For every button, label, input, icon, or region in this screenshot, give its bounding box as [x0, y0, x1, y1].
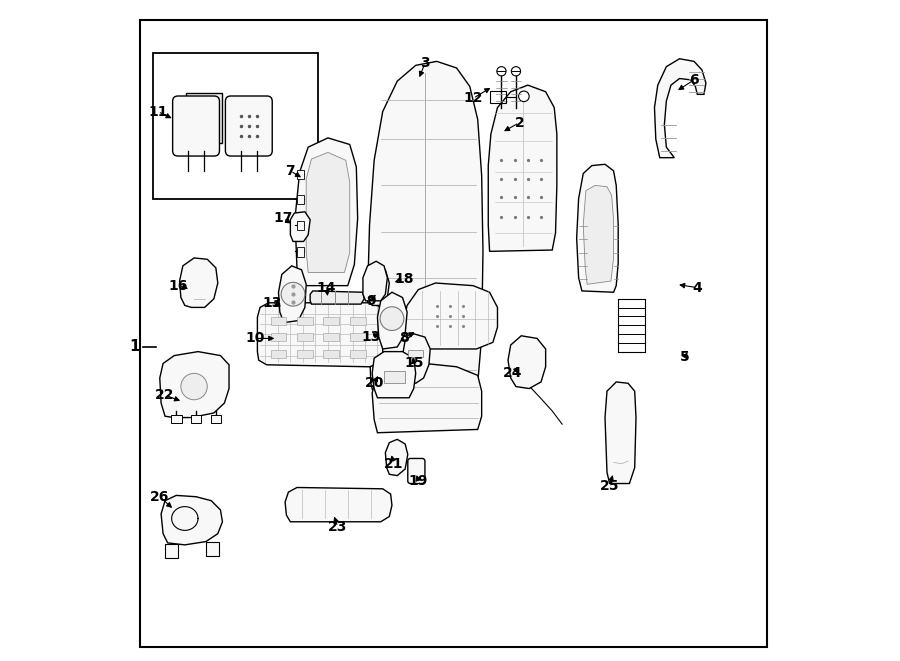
Polygon shape	[373, 364, 482, 433]
Polygon shape	[508, 336, 545, 389]
Bar	[350, 317, 365, 325]
Polygon shape	[377, 292, 407, 349]
Circle shape	[511, 67, 520, 76]
Polygon shape	[367, 61, 483, 405]
Text: 16: 16	[168, 279, 188, 293]
Polygon shape	[185, 93, 222, 143]
Circle shape	[181, 373, 207, 400]
Text: 1: 1	[130, 340, 140, 354]
Bar	[165, 543, 178, 558]
Polygon shape	[180, 258, 218, 307]
Polygon shape	[278, 266, 306, 323]
Bar	[211, 415, 221, 423]
Circle shape	[380, 307, 404, 330]
Text: 4: 4	[692, 281, 702, 295]
Polygon shape	[385, 440, 408, 476]
Bar	[350, 350, 365, 358]
Bar	[171, 415, 182, 423]
Polygon shape	[489, 85, 557, 251]
Polygon shape	[306, 153, 350, 272]
Bar	[323, 317, 339, 325]
Text: 24: 24	[503, 366, 522, 380]
Polygon shape	[373, 352, 416, 398]
Text: 10: 10	[246, 331, 266, 346]
Bar	[618, 299, 644, 352]
Polygon shape	[402, 334, 430, 383]
Polygon shape	[605, 382, 636, 484]
Text: 12: 12	[464, 91, 482, 105]
Text: 6: 6	[689, 73, 699, 87]
Bar	[323, 333, 339, 341]
Bar	[297, 350, 313, 358]
Bar	[271, 350, 286, 358]
Bar	[271, 333, 286, 341]
Text: 26: 26	[150, 490, 169, 504]
Polygon shape	[161, 495, 222, 545]
Polygon shape	[365, 266, 390, 305]
Bar	[297, 333, 313, 341]
Bar	[297, 317, 313, 325]
Polygon shape	[363, 261, 387, 301]
Bar	[297, 194, 303, 204]
Text: 25: 25	[600, 479, 619, 492]
Circle shape	[281, 282, 305, 306]
Polygon shape	[577, 165, 618, 292]
Text: 20: 20	[364, 376, 383, 390]
Text: 7: 7	[285, 164, 295, 178]
Bar	[490, 91, 506, 103]
Text: 21: 21	[384, 457, 404, 471]
Polygon shape	[583, 185, 614, 284]
Polygon shape	[257, 303, 382, 367]
Text: 19: 19	[409, 474, 428, 488]
Text: 11: 11	[148, 104, 167, 118]
Circle shape	[518, 91, 529, 102]
Bar	[297, 170, 303, 178]
Text: 9: 9	[366, 294, 375, 308]
Text: 17: 17	[274, 212, 292, 225]
Text: 5: 5	[680, 350, 689, 364]
Text: 3: 3	[420, 56, 429, 70]
Text: 13: 13	[361, 330, 381, 344]
Text: 18: 18	[394, 272, 414, 286]
Text: 15: 15	[404, 356, 424, 370]
Text: 13: 13	[262, 295, 282, 310]
Bar	[191, 415, 202, 423]
Bar	[297, 221, 303, 230]
Bar	[153, 54, 318, 198]
Polygon shape	[402, 283, 498, 349]
Bar	[271, 317, 286, 325]
FancyBboxPatch shape	[173, 96, 220, 156]
Text: 2: 2	[515, 116, 524, 130]
Polygon shape	[654, 59, 706, 158]
FancyBboxPatch shape	[408, 459, 425, 484]
FancyBboxPatch shape	[225, 96, 272, 156]
Bar	[384, 371, 405, 383]
Text: 23: 23	[328, 520, 347, 534]
Bar	[323, 350, 339, 358]
Polygon shape	[310, 291, 365, 304]
Bar	[297, 247, 303, 256]
Bar	[350, 333, 365, 341]
Polygon shape	[285, 487, 392, 522]
Text: 14: 14	[317, 281, 337, 295]
Bar	[409, 350, 423, 357]
Bar	[206, 541, 219, 556]
Polygon shape	[295, 138, 357, 286]
Polygon shape	[291, 212, 310, 241]
Text: 8: 8	[399, 331, 409, 346]
Polygon shape	[160, 352, 229, 418]
Text: 22: 22	[156, 388, 175, 402]
Circle shape	[497, 67, 506, 76]
